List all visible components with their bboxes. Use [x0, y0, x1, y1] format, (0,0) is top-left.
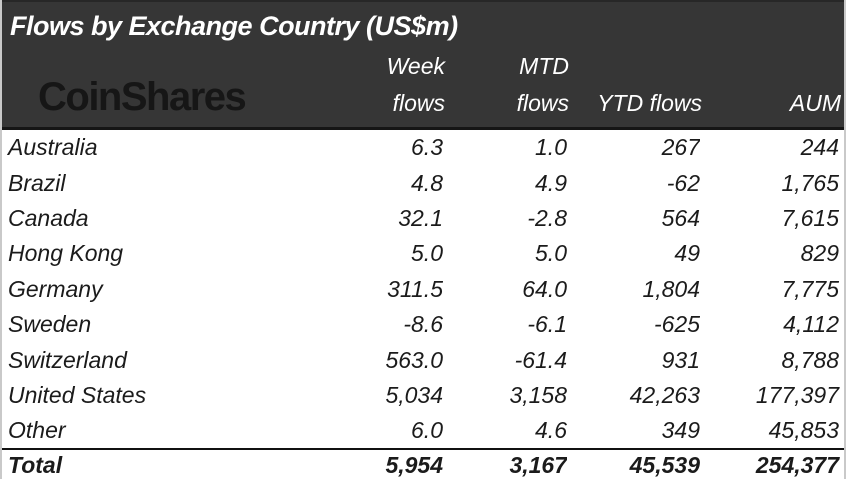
cell-ytd-flows: 49 [674, 240, 700, 267]
cell-aum: 8,788 [781, 346, 839, 373]
table-row: Switzerland 563.0 -61.4 931 8,788 [2, 342, 844, 377]
table-row: Australia 6.3 1.0 267 244 [2, 130, 844, 165]
country-label: Hong Kong [8, 240, 124, 267]
table-title: Flows by Exchange Country (US$m) [10, 11, 458, 41]
logo-cell: CoinShares [2, 75, 302, 122]
cell-aum: 45,853 [768, 416, 839, 443]
total-mtd-flows: 3,167 [443, 447, 567, 479]
total-aum: 254,377 [700, 447, 844, 479]
table-row: Brazil 4.8 4.9 -62 1,765 [2, 165, 844, 200]
country-label: Brazil [8, 169, 66, 196]
column-header-aum-label: AUM [789, 90, 841, 116]
total-ytd-flows: 45,539 [567, 447, 700, 479]
cell-week-flows: 6.3 [411, 134, 443, 161]
column-header-mtd-flows: MTD flows [445, 48, 569, 122]
cell-mtd-flows: 64.0 [522, 275, 567, 302]
cell-ytd-flows: 1,804 [642, 275, 700, 302]
cell-ytd-flows: 564 [661, 204, 700, 231]
table-header: Flows by Exchange Country (US$m) CoinSha… [2, 0, 844, 130]
country-label: Germany [8, 275, 103, 302]
cell-aum: 4,112 [783, 311, 839, 338]
country-label: United States [8, 381, 147, 408]
cell-ytd-flows: 267 [661, 134, 700, 161]
table-row: Canada 32.1 -2.8 564 7,615 [2, 201, 844, 236]
cell-ytd-flows: -625 [653, 311, 700, 338]
cell-mtd-flows: -61.4 [514, 346, 567, 373]
total-week-flows: 5,954 [300, 447, 443, 479]
column-header-week-flows: Week flows [302, 48, 445, 122]
total-row: Total 5,954 3,167 45,539 254,377 [2, 447, 844, 479]
cell-aum: 244 [800, 134, 839, 161]
country-label: Sweden [8, 311, 92, 338]
cell-aum: 7,615 [781, 204, 839, 231]
column-header-aum: AUM [702, 85, 844, 122]
cell-week-flows: 311.5 [387, 275, 443, 302]
column-header-mtd-flows-line1: MTD [519, 53, 569, 79]
cell-mtd-flows: -2.8 [527, 204, 567, 231]
column-header-week-flows-line2: flows [392, 90, 445, 116]
cell-mtd-flows: 1.0 [535, 134, 567, 161]
table-row: United States 5,034 3,158 42,263 177,397 [2, 378, 844, 413]
column-header-week-flows-line1: Week [386, 53, 445, 79]
cell-mtd-flows: 5.0 [535, 240, 567, 267]
flows-data-table: Australia 6.3 1.0 267 244 Brazil 4.8 4.9… [2, 130, 844, 479]
column-header-mtd-flows-line2: flows [516, 90, 569, 116]
cell-week-flows: 4.8 [411, 169, 443, 196]
table-row: Other 6.0 4.6 349 45,853 [2, 413, 844, 448]
cell-mtd-flows: -6.1 [527, 311, 567, 338]
cell-week-flows: 5.0 [411, 240, 443, 267]
cell-ytd-flows: 931 [661, 346, 700, 373]
cell-week-flows: -8.6 [403, 311, 443, 338]
cell-mtd-flows: 4.9 [535, 169, 567, 196]
cell-week-flows: 6.0 [411, 416, 443, 443]
cell-week-flows: 563.0 [385, 346, 443, 373]
total-label: Total [2, 447, 300, 479]
cell-aum: 1,765 [781, 169, 839, 196]
cell-week-flows: 5,034 [385, 381, 443, 408]
cell-aum: 829 [800, 240, 839, 267]
cell-aum: 177,397 [755, 381, 839, 408]
cell-mtd-flows: 3,158 [509, 381, 567, 408]
cell-ytd-flows: 42,263 [629, 381, 700, 408]
table-row: Germany 311.5 64.0 1,804 7,775 [2, 272, 844, 307]
cell-mtd-flows: 4.6 [535, 416, 567, 443]
country-label: Australia [8, 134, 98, 161]
country-label: Canada [8, 204, 89, 231]
column-header-ytd-flows: YTD flows [569, 85, 702, 122]
table-row: Sweden -8.6 -6.1 -625 4,112 [2, 307, 844, 342]
country-label: Switzerland [8, 346, 127, 373]
table-row: Hong Kong 5.0 5.0 49 829 [2, 236, 844, 271]
column-header-ytd-flows-label: YTD flows [597, 90, 702, 116]
coinshares-logo: CoinShares [38, 75, 247, 119]
cell-aum: 7,775 [781, 275, 839, 302]
cell-ytd-flows: -62 [666, 169, 700, 196]
column-header-row: CoinShares Week flows MTD flows YTD flow… [2, 42, 844, 125]
cell-ytd-flows: 349 [661, 416, 700, 443]
country-label: Other [8, 416, 66, 443]
cell-week-flows: 32.1 [398, 204, 443, 231]
